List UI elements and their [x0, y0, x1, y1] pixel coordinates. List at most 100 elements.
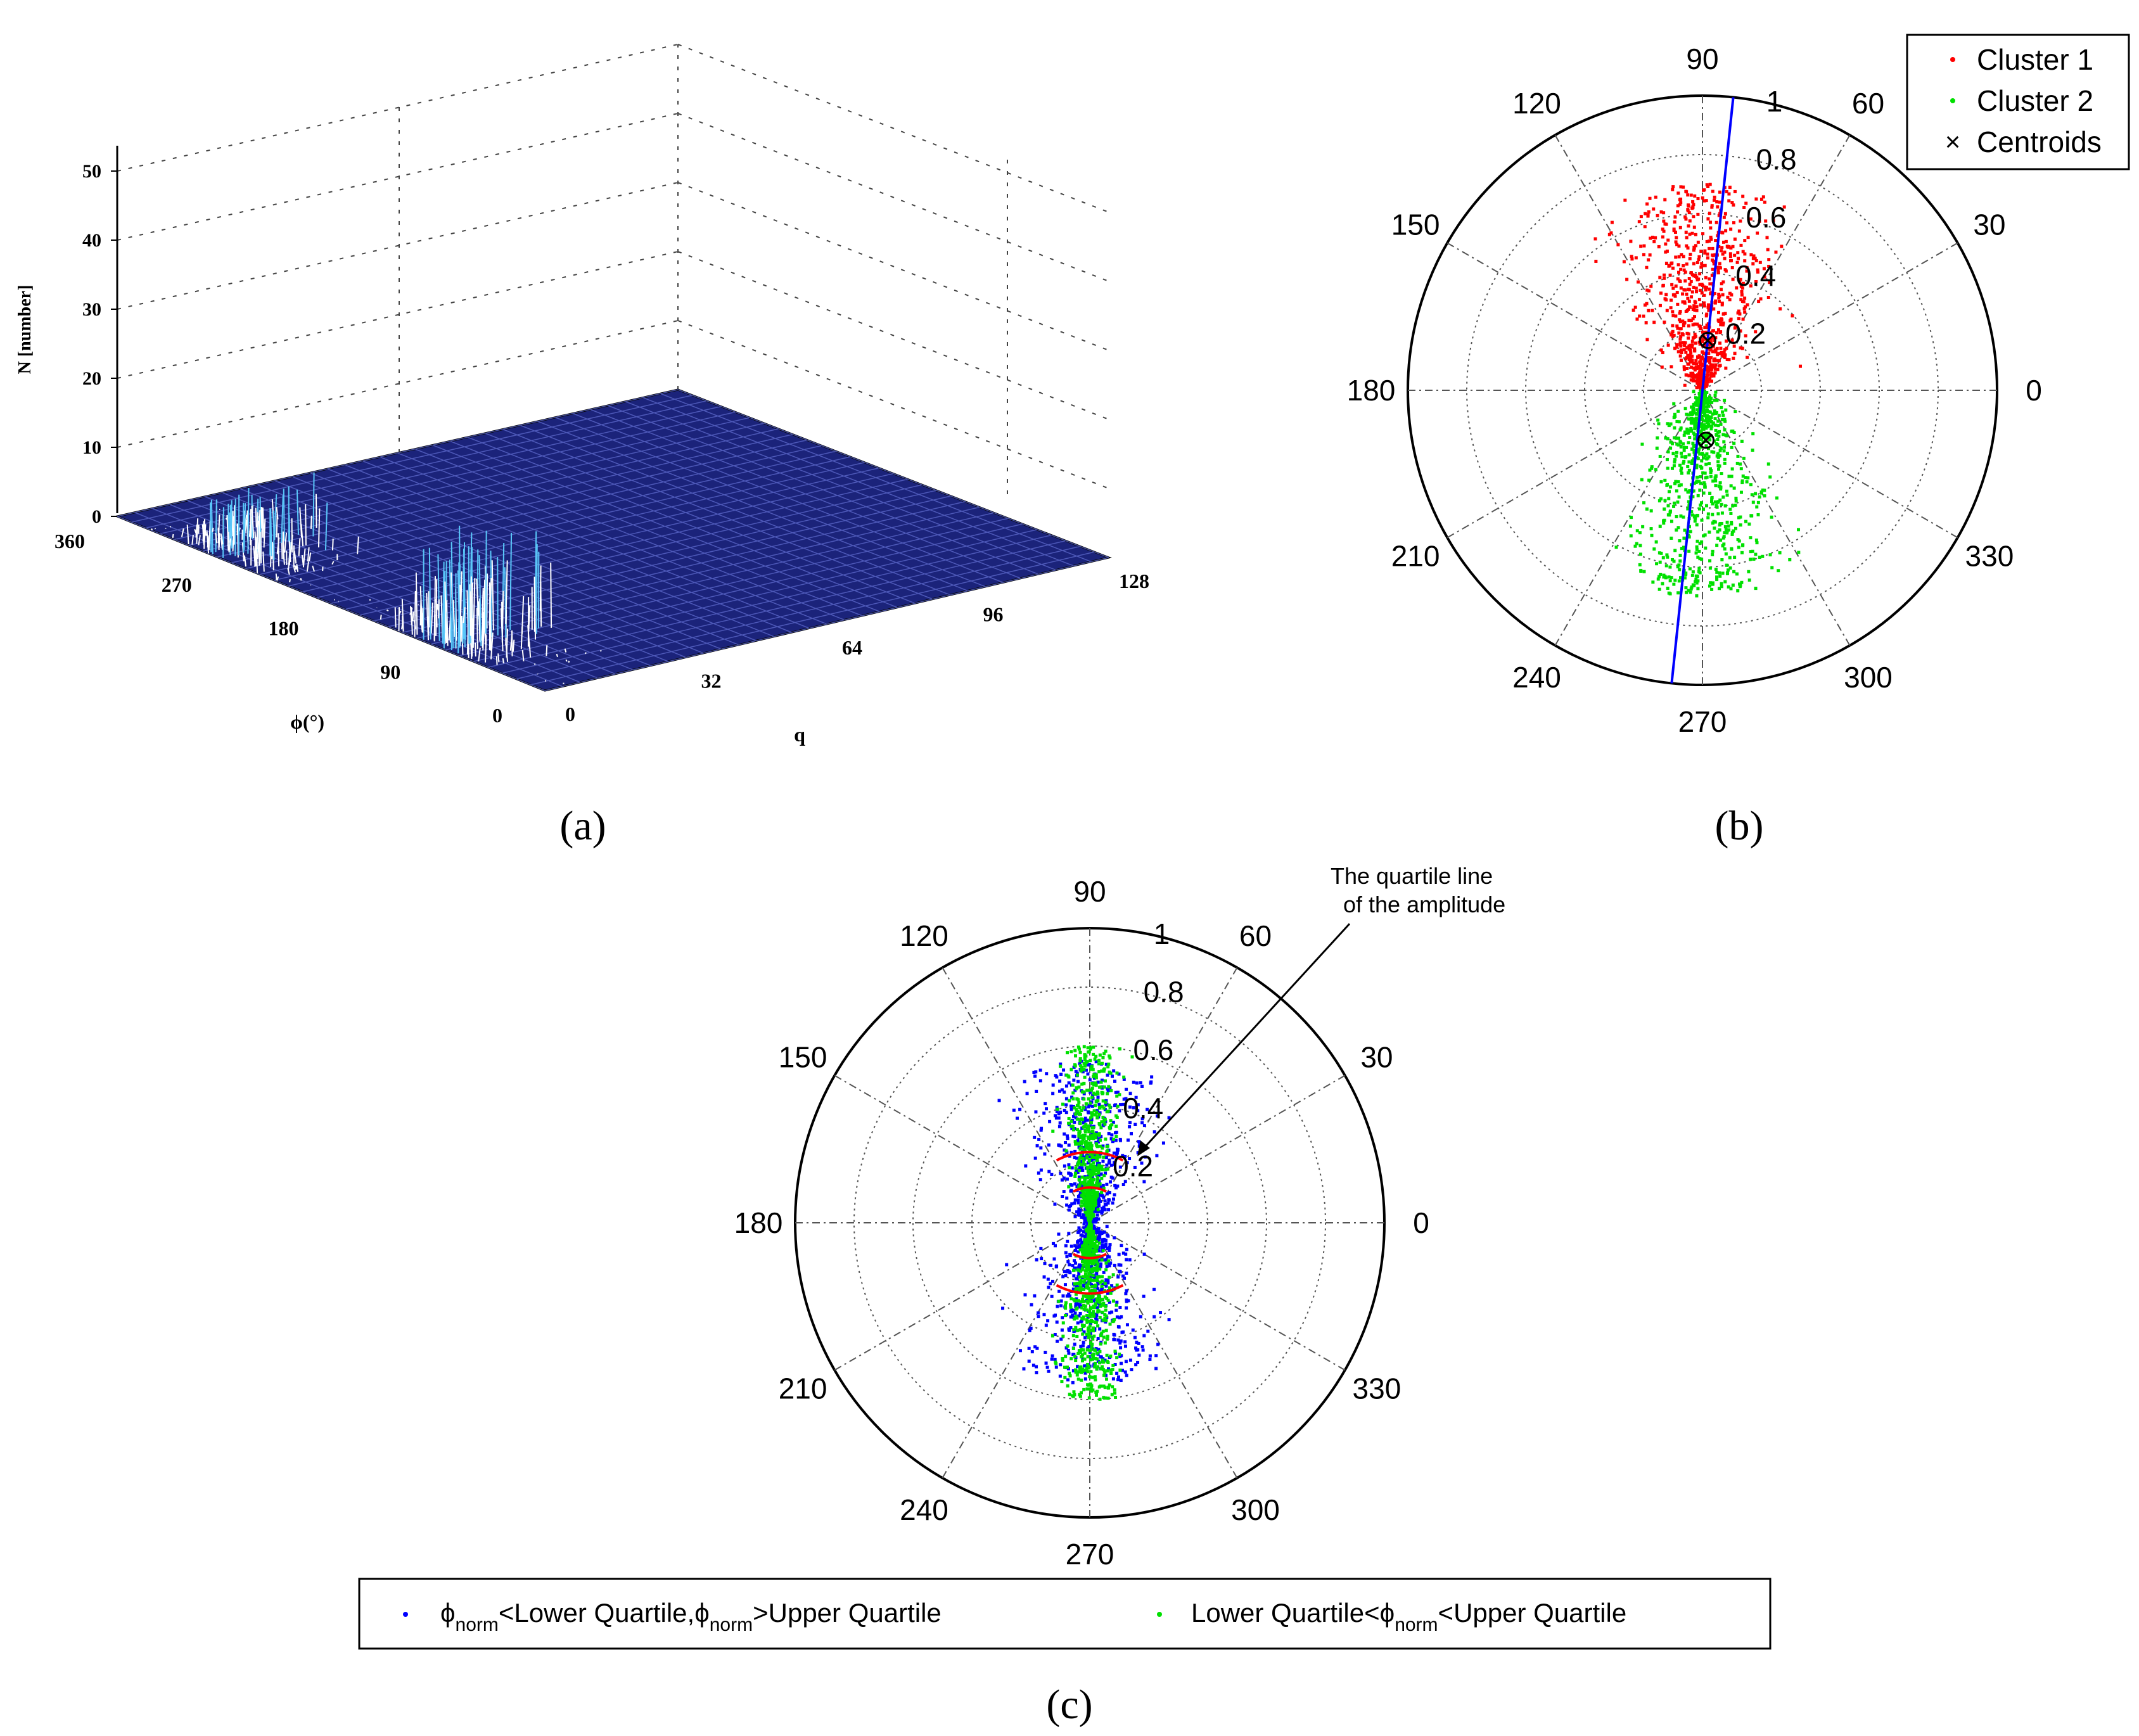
panel-b-cluster-2-point [1657, 575, 1661, 578]
panel-b-cluster-1-point [1731, 278, 1735, 281]
panel-b-cluster-2-point [1732, 486, 1736, 490]
panel-c-outside-point [1107, 1132, 1111, 1135]
panel-c-inside-point [1081, 1353, 1085, 1356]
panel-b-cluster-1-point [1706, 185, 1710, 189]
panel-c-outside-point [1062, 1068, 1066, 1072]
panel-c-inside-point [1090, 1130, 1094, 1133]
panel-a-peak-spike [428, 591, 430, 628]
panel-b-cluster-1-point [1699, 303, 1702, 307]
panel-c-inside-point [1085, 1348, 1089, 1352]
panel-c-outside-point [1052, 1241, 1056, 1245]
panel-c-inside-point [1099, 1298, 1102, 1302]
panel-c-inside-point [1103, 1313, 1107, 1317]
panel-a-peak-spike [584, 652, 587, 654]
panel-c-inside-point [1103, 1122, 1107, 1126]
panel-b-cluster-2-point [1682, 445, 1686, 449]
panel-b-cluster-2-point [1703, 485, 1707, 489]
panel-c-inside-point [1098, 1294, 1102, 1298]
panel-b-cluster-1-point [1709, 380, 1713, 383]
panel-c-inside-point [1082, 1315, 1085, 1319]
panel-c-inside-point [1074, 1315, 1078, 1318]
panel-b-cluster-1-point [1721, 293, 1725, 297]
panel-c-inside-point [1094, 1100, 1098, 1104]
panel-c-inside-point [1086, 1329, 1090, 1332]
panel-c-inside-point [1083, 1238, 1087, 1242]
panel-c-inside-point [1095, 1110, 1099, 1114]
panel-c-outside-point [1063, 1148, 1066, 1152]
panel-c-outside-point [1071, 1381, 1075, 1384]
panel-b-cluster-1-point [1724, 366, 1728, 370]
panel-b-cluster-1-point [1719, 323, 1723, 327]
panel-c-inside-point [1084, 1251, 1088, 1254]
panel-b-cluster-1-point [1723, 348, 1727, 352]
panel-c-inside-point [1070, 1068, 1073, 1071]
panel-c-outside-point [1140, 1161, 1144, 1165]
panel-c-inside-point [1070, 1124, 1073, 1128]
panel-c-outside-point [1102, 1258, 1106, 1262]
panel-c-outside-point [1022, 1367, 1026, 1371]
panel-c-outside-point [1018, 1107, 1022, 1111]
panel-b-cluster-1-point [1663, 273, 1666, 277]
panel-b-cluster-1-point [1697, 381, 1701, 385]
panel-c-outside-point [1065, 1270, 1069, 1273]
panel-c-inside-point [1097, 1385, 1101, 1389]
panel-b-cluster-1-point [1677, 331, 1681, 335]
panel-c-outside-point [1101, 1144, 1105, 1148]
panel-c-inside-point [1090, 1329, 1094, 1332]
panel-c-inside-point [1073, 1171, 1077, 1175]
panel-b-cluster-2-point [1728, 507, 1732, 511]
panel-c-outside-point [1106, 1291, 1109, 1295]
panel-b-cluster-1-point [1707, 377, 1711, 381]
panel-b-cluster-1-point [1737, 317, 1740, 321]
panel-b-cluster-1-point [1672, 227, 1676, 231]
panel-b-cluster-2-point [1690, 513, 1694, 517]
panel-b-cluster-2-point [1746, 476, 1750, 480]
panel-c-inside-point [1114, 1114, 1118, 1118]
panel-a-peak-spike [386, 609, 389, 612]
panel-c-outside-point [1090, 1201, 1094, 1205]
panel-c-outside-point [1040, 1257, 1044, 1261]
panel-a-peak-spike [475, 642, 476, 657]
panel-c-inside-point [1087, 1326, 1090, 1330]
panel-b-cluster-2-point [1673, 458, 1677, 462]
panel-b-cluster-1-point [1683, 215, 1687, 219]
panel-c-outside-point [1154, 1367, 1158, 1370]
panel-c-outside-point [1111, 1140, 1114, 1144]
panel-c-outside-point [1073, 1244, 1077, 1248]
panel-b-cluster-1-point [1688, 233, 1692, 236]
panel-b-cluster-1-point [1740, 290, 1744, 293]
panel-b-cluster-2-point [1749, 483, 1753, 487]
panel-a-peak-spike [215, 532, 218, 544]
panel-a-peak-spike [497, 556, 499, 635]
panel-c-inside-point [1089, 1145, 1092, 1149]
panel-b-cluster-2-point [1666, 586, 1670, 590]
panel-c-radial-tick: 1 [1154, 917, 1170, 950]
panel-c-outside-point [1104, 1244, 1108, 1248]
panel-c-inside-point [1085, 1239, 1089, 1242]
panel-b-cluster-2-point [1633, 544, 1637, 548]
panel-b-cluster-1-point [1660, 365, 1664, 369]
panel-b-cluster-2-point [1691, 442, 1695, 445]
panel-b-cluster-1-point [1717, 352, 1721, 355]
panel-b-cluster-2-point [1677, 484, 1681, 488]
panel-c-inside-point [1090, 1234, 1094, 1237]
panel-b-cluster-2-point [1673, 578, 1677, 582]
panel-c-outside-point [1112, 1337, 1116, 1341]
panel-b-cluster-1-point [1679, 185, 1683, 189]
panel-c-outside-point [1104, 1374, 1108, 1377]
panel-b-cluster-1-point [1693, 374, 1697, 378]
panel-b-scatter [1593, 97, 1803, 684]
panel-c-inside-point [1091, 1267, 1095, 1270]
panel-c-outside-point [1125, 1248, 1128, 1251]
panel-c-inside-point [1108, 1127, 1112, 1131]
panel-c-inside-point [1085, 1387, 1089, 1391]
panel-b-cluster-2-point [1731, 504, 1735, 508]
panel-b-cluster-2-point [1754, 552, 1758, 556]
panel-c-inside-point [1087, 1142, 1090, 1146]
panel-b-cluster-2-point [1695, 463, 1699, 467]
panel-b-cluster-2-point [1699, 503, 1702, 507]
panel-b-cluster-1-point [1703, 285, 1707, 289]
panel-b-cluster-1-point [1709, 356, 1713, 360]
panel-c-inside-point [1078, 1050, 1082, 1054]
panel-c-inside-point [1087, 1294, 1090, 1298]
